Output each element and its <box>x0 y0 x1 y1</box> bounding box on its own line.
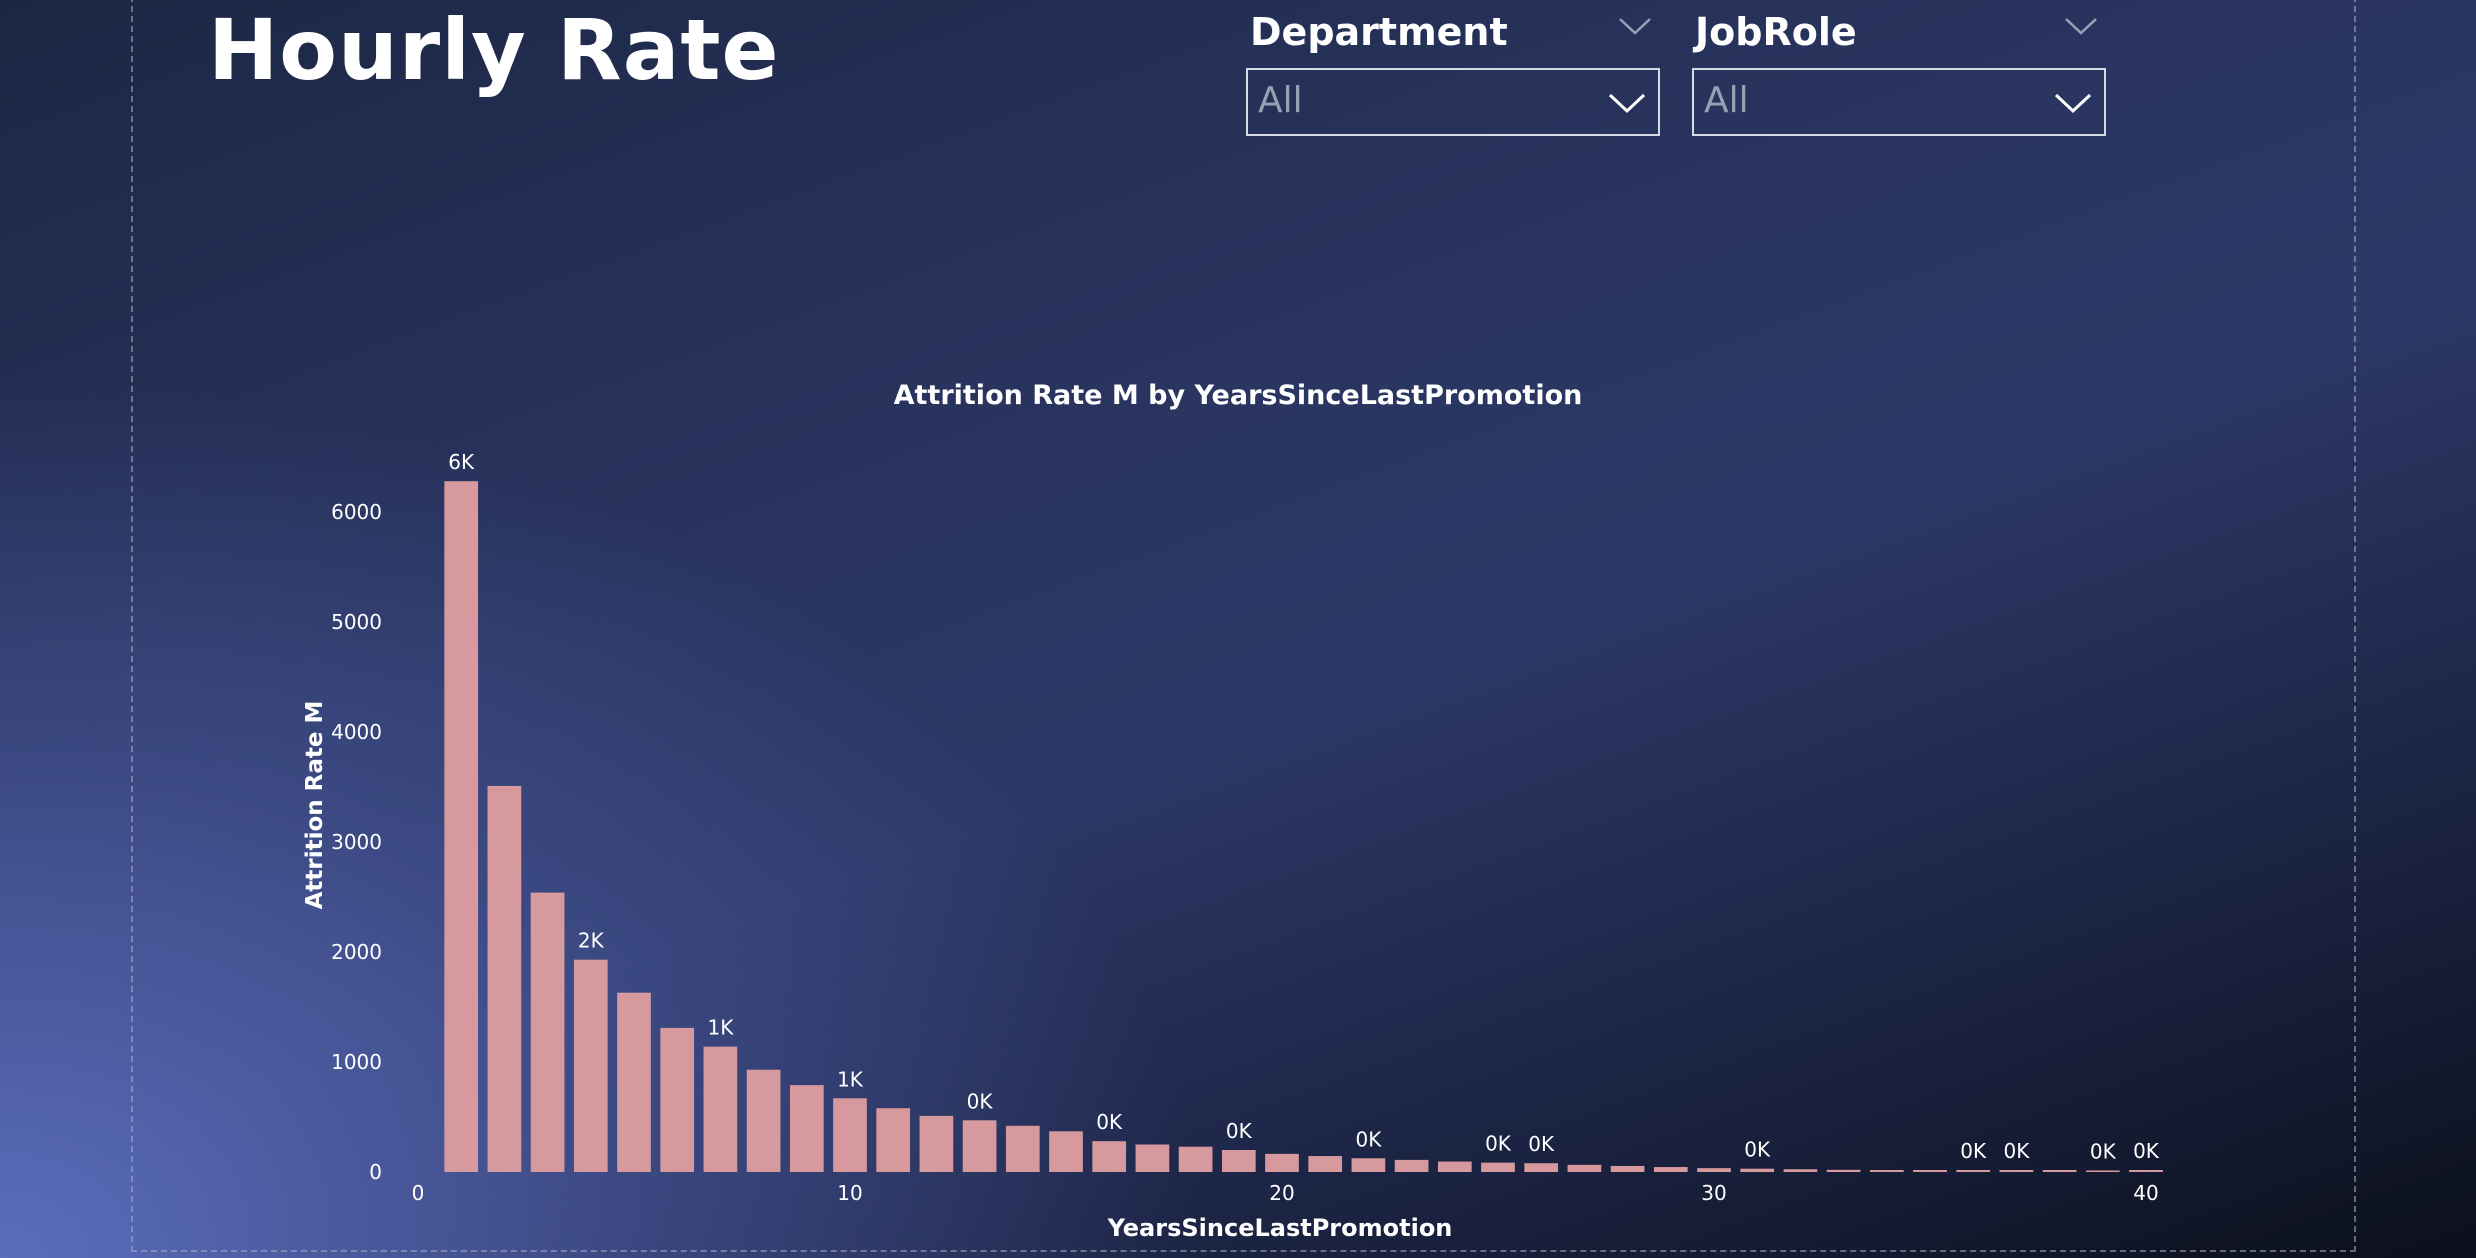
bar <box>1437 1161 1472 1172</box>
chart-title: Attrition Rate M by YearsSinceLastPromot… <box>893 380 1583 411</box>
bar <box>1740 1168 1775 1172</box>
jobrole-dropdown[interactable]: All <box>1692 68 2106 136</box>
bar <box>1049 1131 1083 1172</box>
bar <box>2129 1170 2163 1172</box>
jobrole-collapse-chevron-icon[interactable] <box>2064 16 2098 36</box>
bar <box>833 1098 867 1172</box>
y-tick-label: 6000 <box>331 500 382 524</box>
bar <box>1869 1170 1904 1172</box>
bar <box>1394 1159 1429 1172</box>
y-tick-label: 0 <box>369 1160 382 1184</box>
data-label: 0K <box>1744 1138 1771 1162</box>
bar <box>876 1108 911 1172</box>
bar <box>530 892 565 1172</box>
bar <box>660 1027 695 1172</box>
bar <box>1351 1158 1386 1172</box>
data-label: 0K <box>1355 1127 1382 1151</box>
y-tick-label: 1000 <box>331 1050 382 1074</box>
chevron-down-icon <box>2054 93 2092 114</box>
data-label: 6K <box>448 450 475 474</box>
data-label: 0K <box>967 1089 994 1113</box>
x-tick-label: 10 <box>837 1181 862 1205</box>
bar <box>919 1115 954 1172</box>
jobrole-dropdown-value: All <box>1704 80 1749 121</box>
department-slicer-label: Department <box>1250 10 1508 54</box>
bar <box>1783 1169 1818 1172</box>
bar <box>1653 1167 1688 1172</box>
bar <box>2085 1170 2120 1172</box>
data-label: 0K <box>2003 1139 2030 1163</box>
bar <box>1005 1125 1040 1172</box>
bar <box>1265 1153 1299 1172</box>
bar <box>746 1069 781 1172</box>
chevron-down-icon <box>1608 93 1646 114</box>
bar <box>1221 1150 1256 1172</box>
bar <box>1697 1168 1731 1172</box>
data-label: 0K <box>1226 1119 1253 1143</box>
x-tick-label: 20 <box>1269 1181 1294 1205</box>
bar <box>487 785 522 1172</box>
bar <box>962 1120 997 1172</box>
data-label: 1K <box>707 1016 734 1040</box>
bar <box>444 481 479 1172</box>
data-label: 2K <box>578 929 605 953</box>
data-label: 0K <box>1096 1110 1123 1134</box>
x-tick-label: 30 <box>1701 1181 1726 1205</box>
bar <box>1135 1144 1170 1172</box>
data-label: 0K <box>2133 1139 2160 1163</box>
y-tick-label: 2000 <box>331 940 382 964</box>
y-axis-title: Attrition Rate M <box>302 701 328 910</box>
bar <box>1524 1163 1559 1172</box>
x-axis-title: YearsSinceLastPromotion <box>1107 1214 1453 1242</box>
bar <box>1481 1162 1515 1172</box>
data-label: 0K <box>1485 1132 1512 1156</box>
bar <box>1092 1141 1127 1172</box>
bar <box>1826 1169 1861 1172</box>
data-label: 0K <box>2090 1140 2117 1164</box>
bar <box>2042 1170 2077 1172</box>
bar <box>789 1085 824 1172</box>
bar <box>617 992 651 1172</box>
bar <box>1913 1170 1947 1172</box>
x-tick-label: 40 <box>2133 1181 2158 1205</box>
jobrole-slicer-label: JobRole <box>1695 10 1857 54</box>
y-tick-label: 4000 <box>331 720 382 744</box>
x-tick-label: 0 <box>412 1181 425 1205</box>
data-label: 0K <box>1528 1132 1555 1156</box>
y-tick-label: 3000 <box>331 830 382 854</box>
y-tick-label: 5000 <box>331 610 382 634</box>
data-label: 1K <box>837 1067 864 1091</box>
bar <box>573 959 608 1172</box>
bar <box>1178 1146 1213 1172</box>
department-dropdown[interactable]: All <box>1246 68 1660 136</box>
bar <box>1999 1170 2034 1172</box>
bar <box>1308 1156 1343 1172</box>
page-title: Hourly Rate <box>208 1 780 99</box>
department-dropdown-value: All <box>1258 80 1303 121</box>
department-collapse-chevron-icon[interactable] <box>1618 16 1652 36</box>
bar <box>1956 1170 1991 1172</box>
bar <box>703 1046 738 1172</box>
bar <box>1610 1165 1645 1172</box>
report-frame <box>131 0 2356 1252</box>
data-label: 0K <box>1960 1139 1987 1163</box>
bar <box>1567 1164 1602 1172</box>
